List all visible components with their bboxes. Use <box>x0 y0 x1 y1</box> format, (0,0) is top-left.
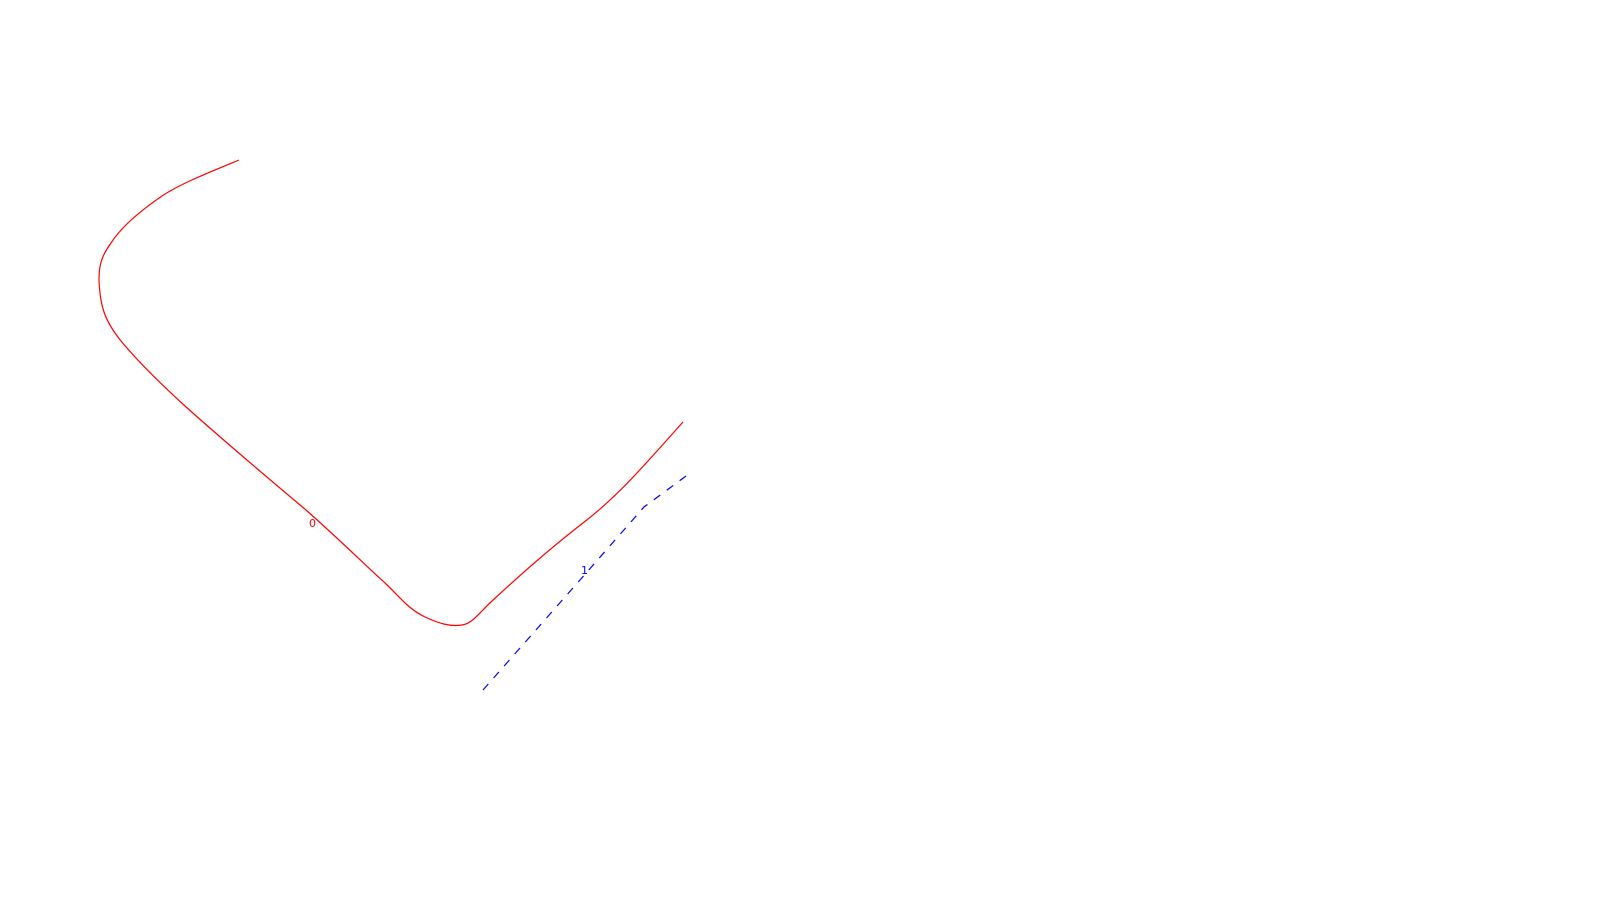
curve-0-line <box>98 159 684 627</box>
curve-0-label: 0 <box>309 517 316 530</box>
curve-1-label: 1 <box>581 564 588 577</box>
curve-1-line <box>482 475 687 691</box>
